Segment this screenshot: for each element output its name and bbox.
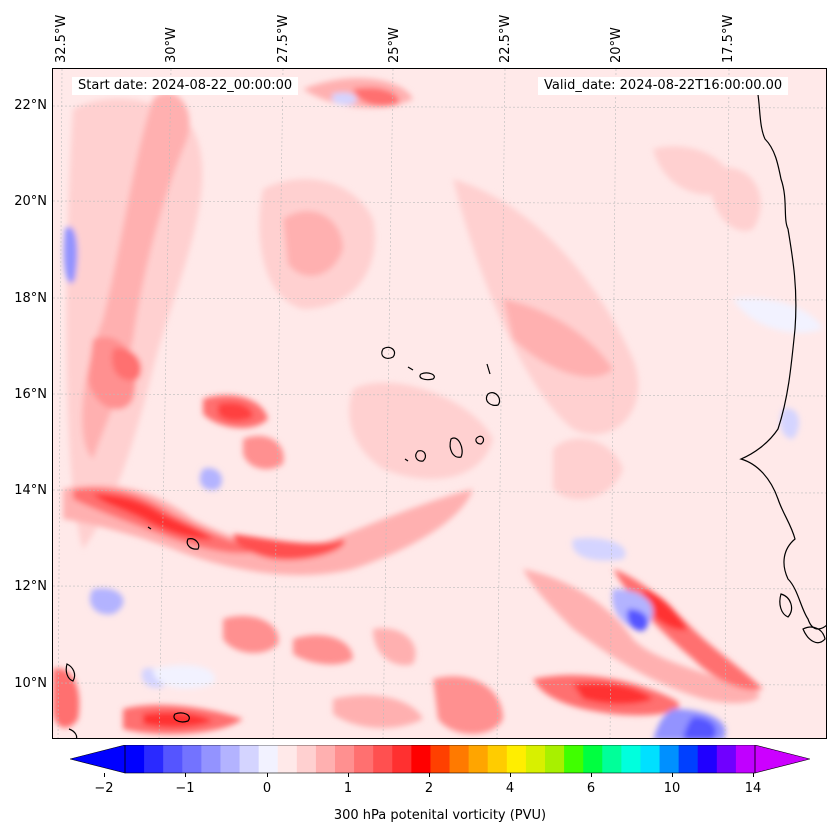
colorbar-cell (315, 745, 336, 773)
colorbar-cell (201, 745, 221, 773)
longitude-label: 25°W (387, 27, 402, 63)
longitude-label: 32.5°W (54, 14, 69, 63)
start-date-label: Start date: 2024-08-22_00:00:00 (72, 77, 299, 95)
colorbar-cell (430, 745, 451, 773)
colorbar-tick (429, 773, 430, 777)
colorbar-cell (277, 745, 298, 773)
map-panel (52, 68, 827, 739)
colorbar-cell (735, 745, 756, 773)
latitude-label: 14°N (14, 483, 47, 498)
colorbar (70, 745, 810, 774)
colorbar-cell (564, 745, 584, 773)
colorbar-tick-label: 14 (744, 781, 762, 796)
colorbar-cell (640, 745, 661, 773)
longitude-label: 20°W (609, 27, 624, 63)
colorbar-cell (659, 745, 680, 773)
longitude-label: 30°W (164, 27, 179, 63)
colorbar-cell (144, 745, 164, 773)
longitude-label: 27.5°W (276, 14, 291, 63)
latitude-label: 12°N (14, 579, 47, 594)
colorbar-cell (125, 745, 145, 773)
colorbar-cell (525, 745, 546, 773)
colorbar-cell (716, 745, 737, 773)
colorbar-cell (697, 745, 718, 773)
pv-contour-map (53, 69, 826, 738)
colorbar-cell (487, 745, 508, 773)
colorbar-cell (239, 745, 260, 773)
colorbar-tick-label: −2 (94, 781, 114, 796)
valid-date-label: Valid_date: 2024-08-22T16:00:00.00 (538, 77, 789, 95)
colorbar-cell (335, 745, 355, 773)
colorbar-tick (104, 773, 105, 777)
colorbar-tick (185, 773, 186, 777)
colorbar-tick-label: 2 (424, 781, 434, 796)
colorbar-under-triangle (70, 745, 126, 774)
colorbar-tick (672, 773, 673, 777)
colorbar-title: 300 hPa potenital vorticity (PVU) (333, 808, 547, 823)
colorbar-tick-label: 6 (586, 781, 596, 796)
colorbar-tick (753, 773, 754, 777)
colorbar-cell (373, 745, 393, 773)
colorbar-cell (583, 745, 603, 773)
colorbar-tick (591, 773, 592, 777)
colorbar-cell (182, 745, 202, 773)
colorbar-tick-label: 4 (505, 781, 515, 796)
colorbar-over-triangle (754, 745, 810, 774)
colorbar-cell (163, 745, 183, 773)
colorbar-cell (411, 745, 431, 773)
colorbar-cells (125, 745, 756, 773)
colorbar-cell (296, 745, 317, 773)
colorbar-tick-label: 0 (262, 781, 272, 796)
latitude-label: 16°N (14, 387, 47, 402)
colorbar-cell (354, 745, 374, 773)
latitude-label: 22°N (14, 98, 47, 113)
pv-field (53, 78, 823, 738)
gridlines (53, 69, 826, 738)
coastline (65, 78, 826, 738)
colorbar-tick (510, 773, 511, 777)
colorbar-cell (545, 745, 565, 773)
colorbar-cell (678, 745, 699, 773)
longitude-label: 22.5°W (498, 14, 513, 63)
colorbar-tick-label: −1 (175, 781, 195, 796)
colorbar-cell (392, 745, 412, 773)
latitude-label: 20°N (14, 194, 47, 209)
colorbar-cell (220, 745, 241, 773)
colorbar-tick-label: 10 (663, 781, 681, 796)
latitude-label: 18°N (14, 291, 47, 306)
latitude-label: 10°N (14, 676, 47, 691)
colorbar-cell (621, 745, 641, 773)
colorbar-tick (348, 773, 349, 777)
colorbar-cell (468, 745, 489, 773)
colorbar-tick-label: 1 (343, 781, 353, 796)
colorbar-outline (124, 745, 756, 774)
colorbar-cell (258, 745, 279, 773)
colorbar-cell (506, 745, 527, 773)
longitude-label: 17.5°W (721, 14, 736, 63)
colorbar-tick (267, 773, 268, 777)
colorbar-cell (449, 745, 470, 773)
colorbar-cell (602, 745, 622, 773)
